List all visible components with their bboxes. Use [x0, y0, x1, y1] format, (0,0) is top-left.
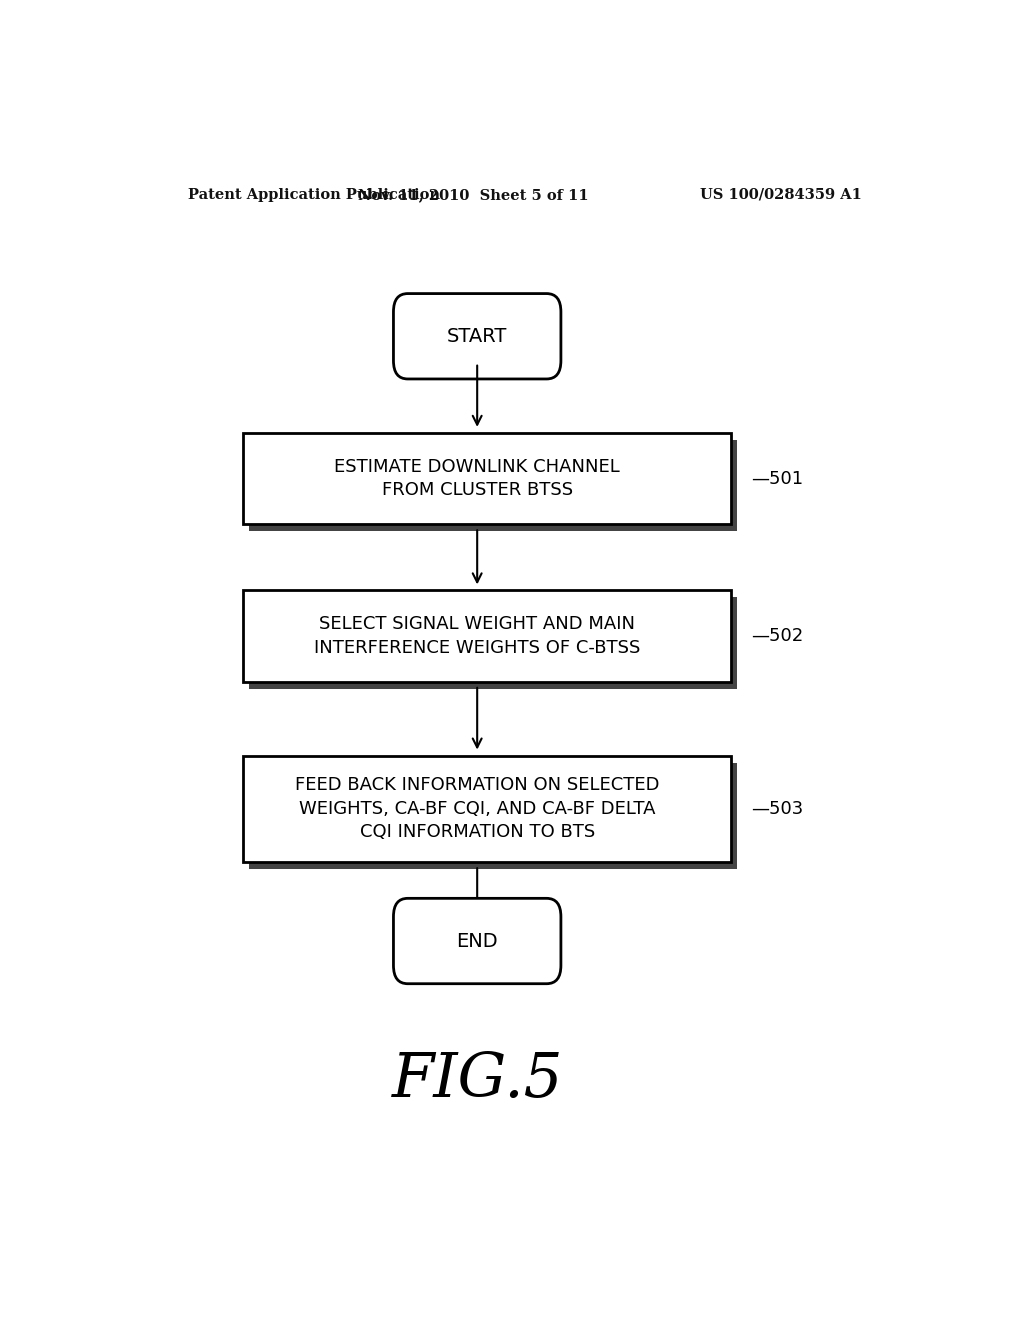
Text: END: END — [457, 932, 498, 950]
Text: —502: —502 — [751, 627, 803, 645]
Text: SELECT SIGNAL WEIGHT AND MAIN
INTERFERENCE WEIGHTS OF C-BTSS: SELECT SIGNAL WEIGHT AND MAIN INTERFEREN… — [314, 615, 640, 657]
Text: —503: —503 — [751, 800, 803, 818]
Text: FIG.5: FIG.5 — [391, 1051, 563, 1110]
Text: Nov. 11, 2010  Sheet 5 of 11: Nov. 11, 2010 Sheet 5 of 11 — [358, 187, 589, 202]
Text: START: START — [447, 327, 507, 346]
FancyBboxPatch shape — [393, 899, 561, 983]
Text: ESTIMATE DOWNLINK CHANNEL
FROM CLUSTER BTSS: ESTIMATE DOWNLINK CHANNEL FROM CLUSTER B… — [334, 458, 621, 499]
Text: US 100/0284359 A1: US 100/0284359 A1 — [700, 187, 862, 202]
Text: —501: —501 — [751, 470, 803, 487]
Bar — [243, 433, 731, 524]
Bar — [249, 763, 736, 870]
Text: FEED BACK INFORMATION ON SELECTED
WEIGHTS, CA-BF CQI, AND CA-BF DELTA
CQI INFORM: FEED BACK INFORMATION ON SELECTED WEIGHT… — [295, 776, 659, 841]
Bar — [243, 590, 731, 682]
Bar — [249, 598, 736, 689]
Text: Patent Application Publication: Patent Application Publication — [187, 187, 439, 202]
Bar — [249, 440, 736, 532]
FancyBboxPatch shape — [393, 293, 561, 379]
Bar — [243, 755, 731, 862]
